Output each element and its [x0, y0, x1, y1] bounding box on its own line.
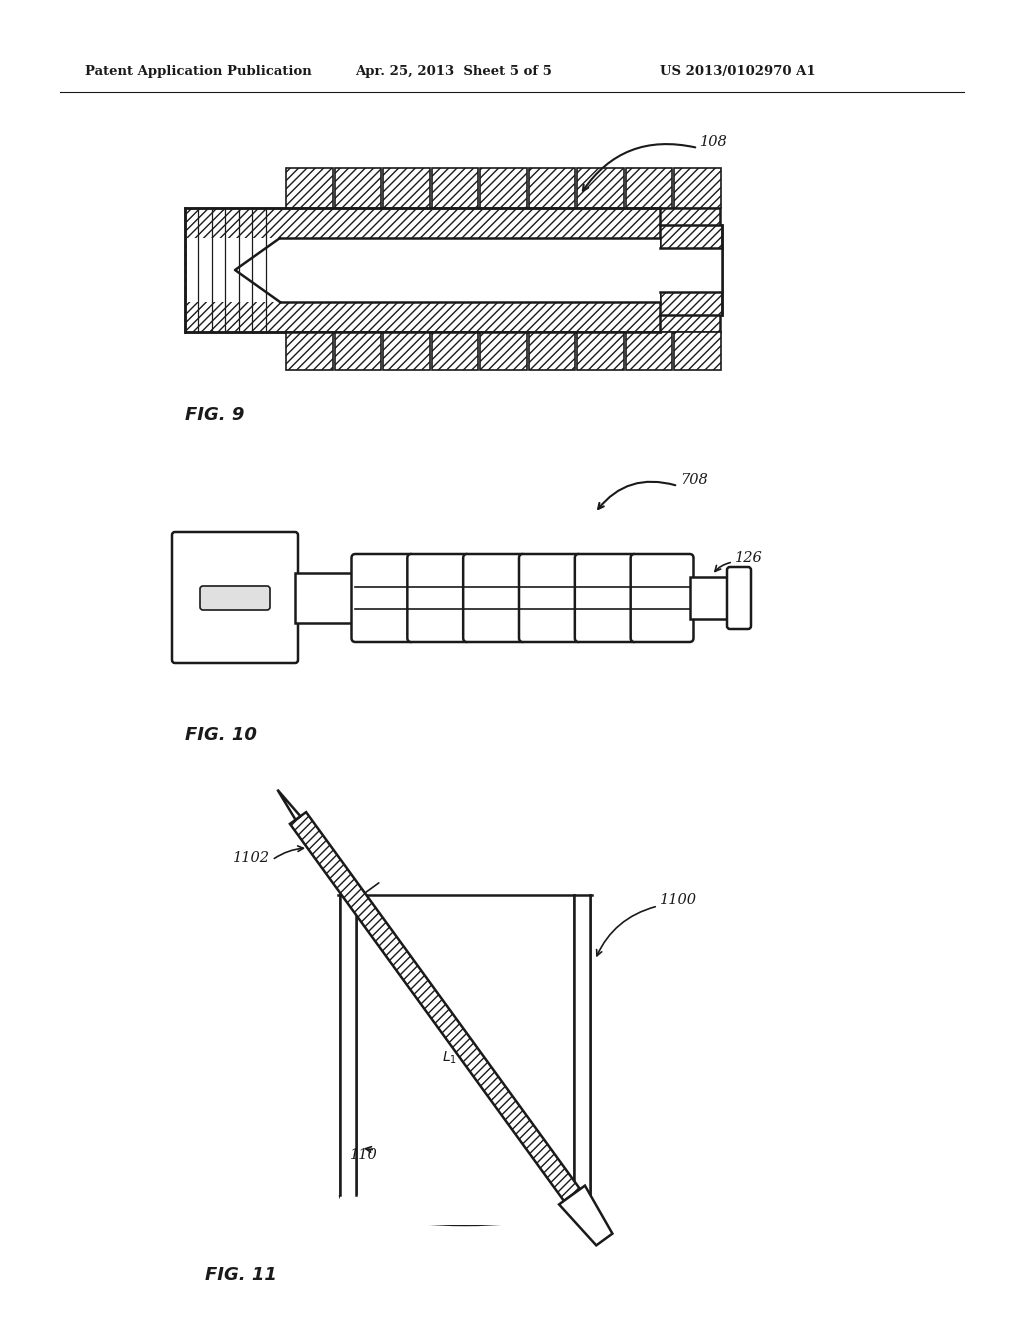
Bar [187, 238, 660, 302]
Bar [574, 895, 590, 1195]
Bar [432, 333, 478, 370]
Bar [626, 168, 673, 209]
FancyBboxPatch shape [351, 554, 415, 642]
Text: 1102: 1102 [233, 851, 270, 865]
FancyBboxPatch shape [631, 554, 693, 642]
Bar [286, 333, 333, 370]
Text: 708: 708 [680, 473, 708, 487]
Polygon shape [290, 812, 580, 1201]
Text: FIG. 10: FIG. 10 [185, 726, 257, 744]
Bar [185, 209, 720, 333]
Text: Patent Application Publication: Patent Application Publication [85, 66, 311, 78]
Text: 108: 108 [700, 135, 728, 149]
Bar [675, 333, 721, 370]
Text: FIG. 9: FIG. 9 [185, 407, 245, 424]
Bar [340, 1195, 590, 1225]
Bar [660, 224, 722, 315]
Text: L$_1$: L$_1$ [442, 1049, 458, 1065]
Bar [383, 333, 430, 370]
Bar [690, 577, 730, 619]
FancyBboxPatch shape [200, 586, 270, 610]
Polygon shape [559, 1185, 612, 1245]
Bar [480, 333, 526, 370]
Bar [675, 168, 721, 209]
Bar [432, 168, 478, 209]
Bar [480, 168, 526, 209]
FancyBboxPatch shape [727, 568, 751, 630]
Text: 110: 110 [350, 1148, 378, 1162]
Bar [528, 168, 575, 209]
Text: 1100: 1100 [660, 894, 697, 907]
Bar [626, 333, 673, 370]
Text: US 2013/0102970 A1: US 2013/0102970 A1 [660, 66, 816, 78]
FancyBboxPatch shape [408, 554, 470, 642]
Polygon shape [187, 238, 280, 302]
Bar [383, 168, 430, 209]
FancyBboxPatch shape [519, 554, 582, 642]
Bar [578, 168, 624, 209]
Bar [660, 248, 722, 292]
Text: 126: 126 [735, 550, 763, 565]
Text: Apr. 25, 2013  Sheet 5 of 5: Apr. 25, 2013 Sheet 5 of 5 [355, 66, 552, 78]
FancyBboxPatch shape [574, 554, 638, 642]
FancyBboxPatch shape [463, 554, 526, 642]
Bar [340, 895, 356, 1195]
Bar [295, 573, 355, 623]
Polygon shape [278, 789, 300, 820]
Text: FIG. 11: FIG. 11 [205, 1266, 276, 1284]
Bar [578, 333, 624, 370]
Bar [335, 168, 381, 209]
Bar [335, 333, 381, 370]
Bar [528, 333, 575, 370]
Bar [286, 168, 333, 209]
FancyBboxPatch shape [172, 532, 298, 663]
